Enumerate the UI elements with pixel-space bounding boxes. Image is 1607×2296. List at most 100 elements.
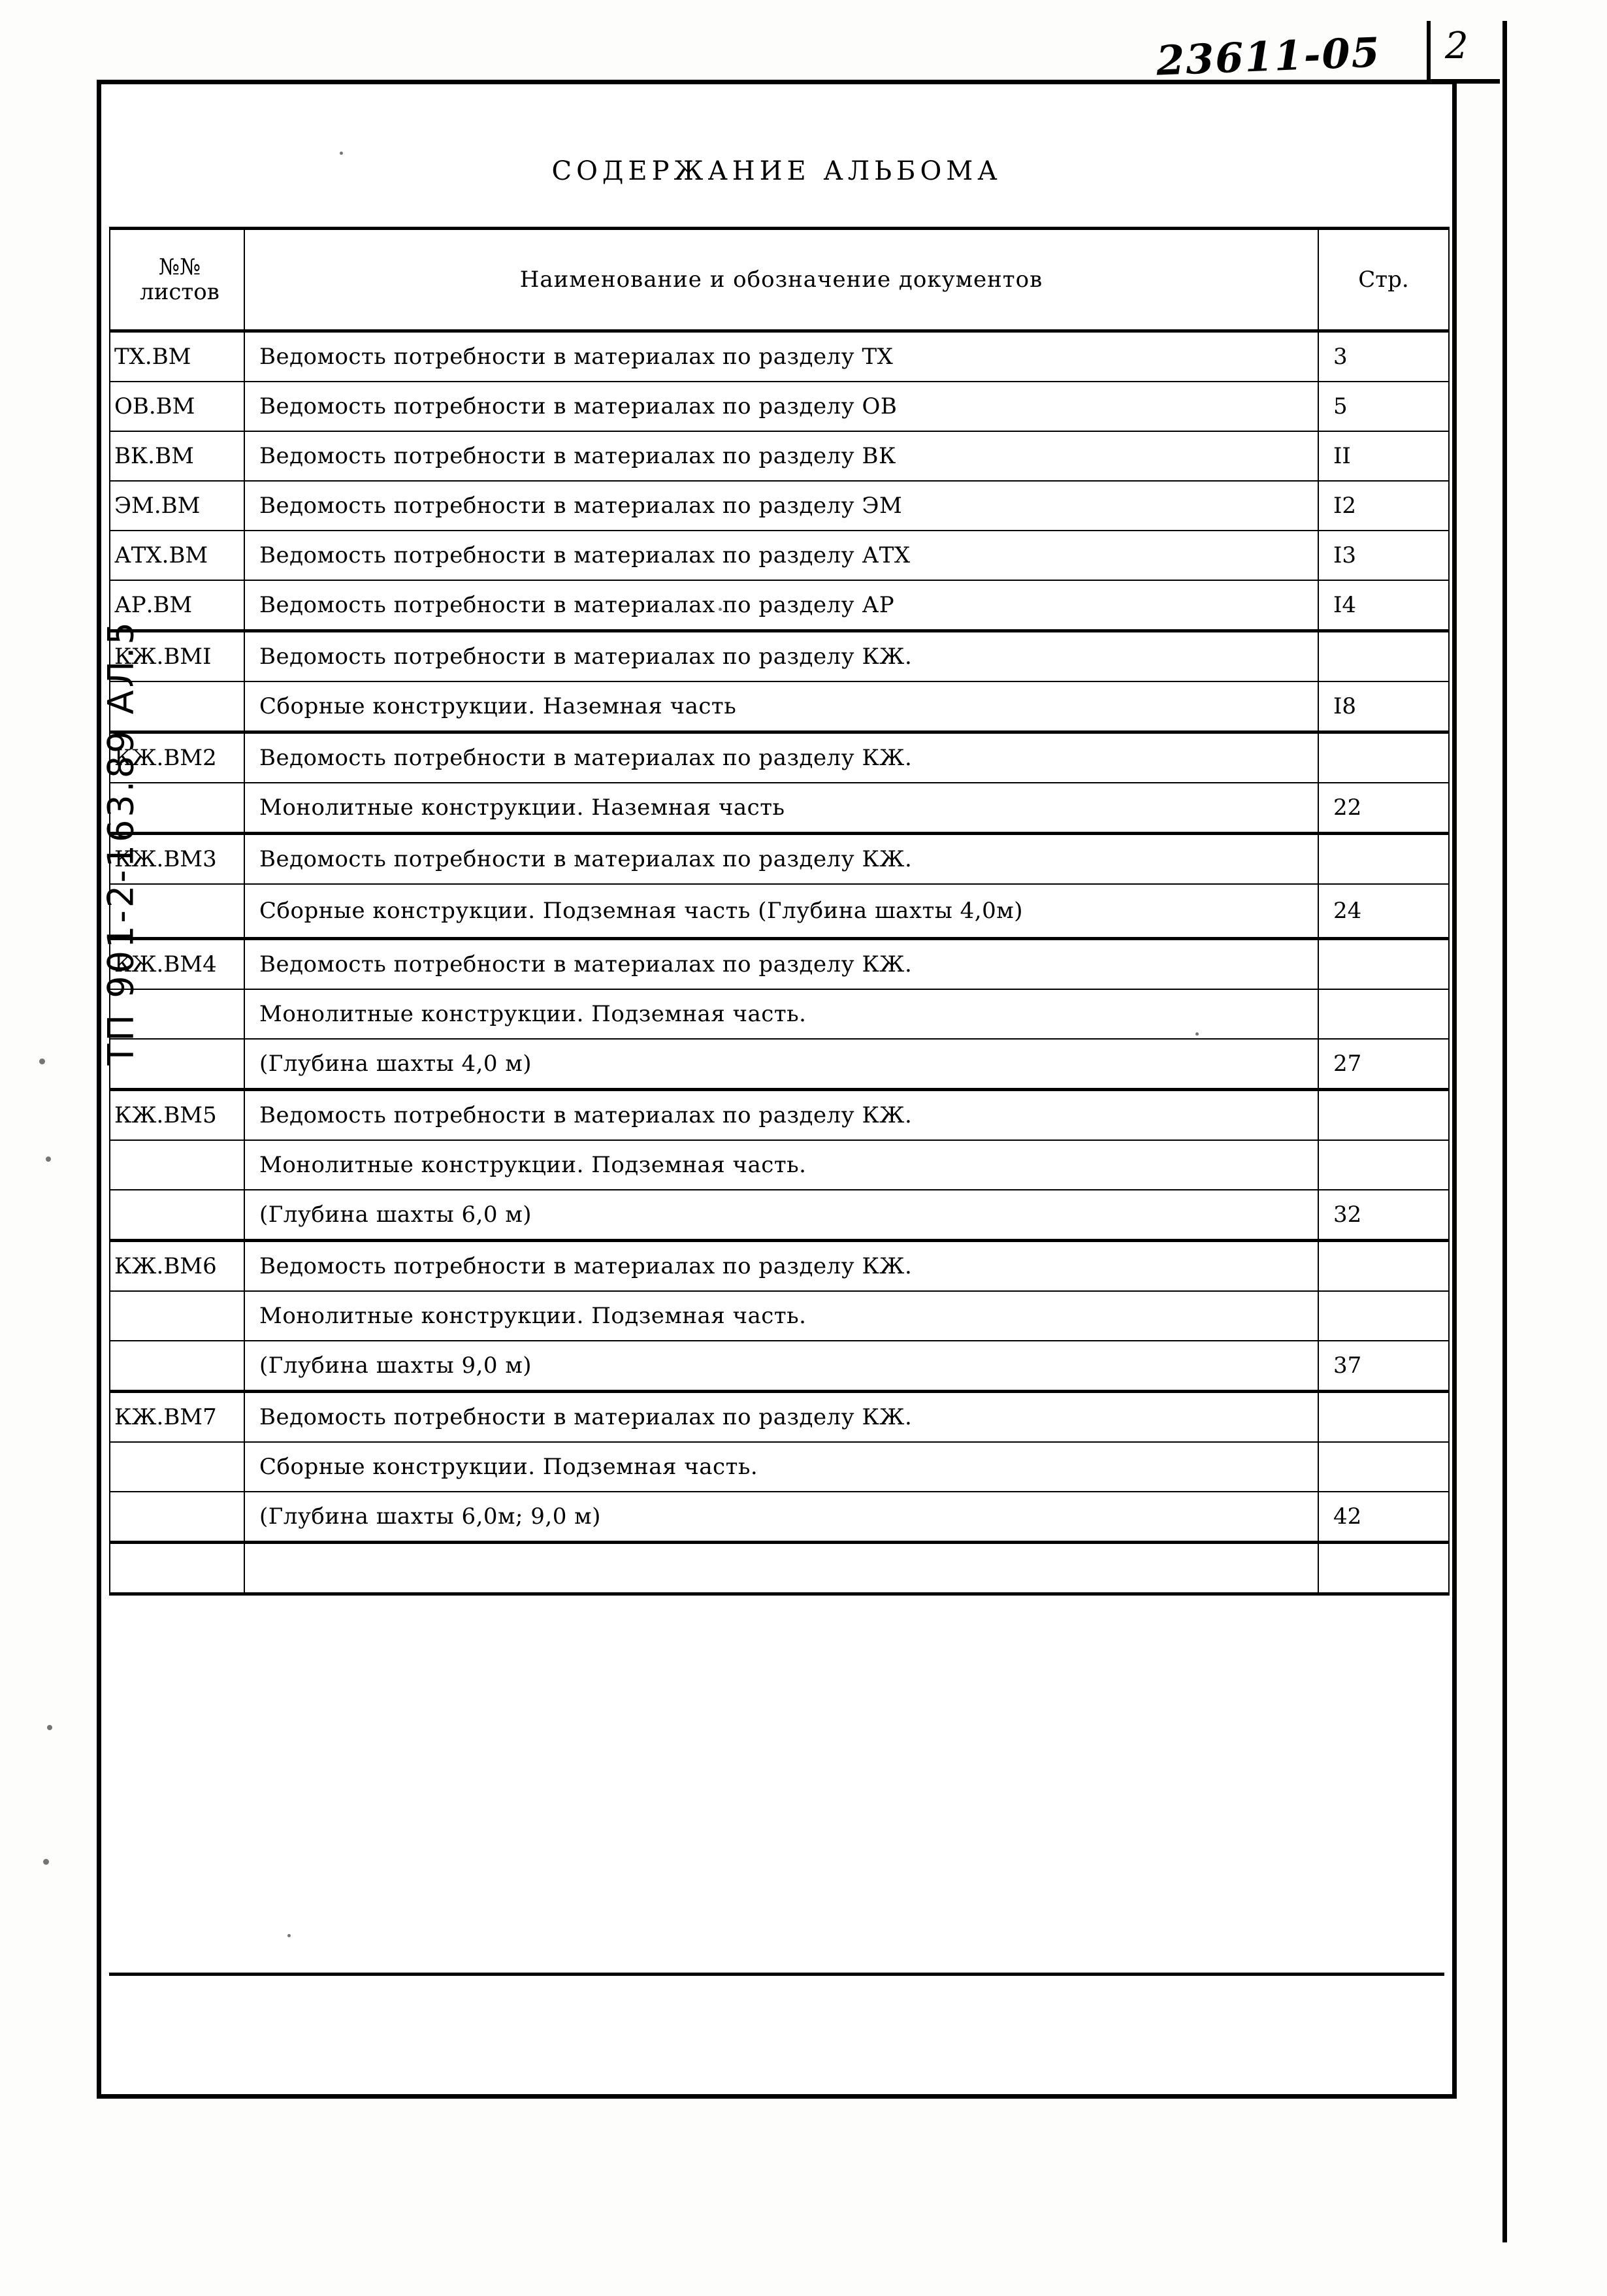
cell-document-name: Ведомость потребности в материалах по ра… xyxy=(244,330,1319,382)
table-row: ВК.ВМ Ведомость потребности в материалах … xyxy=(109,431,1450,482)
table-row: КЖ.ВМ6 Ведомость потребности в материалах… xyxy=(109,1239,1450,1292)
cell-document-name: Ведомость потребности в материалах по ра… xyxy=(244,480,1319,531)
scan-speck xyxy=(46,1156,51,1162)
cell-document-name: (Глубина шахты 9,0 м) xyxy=(244,1340,1319,1393)
column-header-name: Наименование и обозначение документов xyxy=(244,227,1319,333)
cell-document-name: Ведомость потребности в материалах по ра… xyxy=(244,1239,1319,1292)
cell-page-number: 22 xyxy=(1318,782,1450,835)
cell-sheet-number: КЖ.ВМ4 xyxy=(109,938,245,990)
table-row: Сборные конструкции. Подземная часть (Гл… xyxy=(109,883,1450,940)
cell-page-number xyxy=(1318,731,1450,783)
cell-document-name: Ведомость потребности в материалах по ра… xyxy=(244,731,1319,783)
cell-page-number xyxy=(1318,1239,1450,1292)
cell-sheet-number xyxy=(109,1140,245,1190)
cell-page-number xyxy=(1318,1541,1450,1596)
cell-document-name: Монолитные конструкции. Подземная часть. xyxy=(244,1140,1319,1190)
cell-page-number xyxy=(1318,1441,1450,1492)
cell-sheet-number xyxy=(109,1491,245,1544)
cell-sheet-number: ЭМ.ВМ xyxy=(109,480,245,531)
cell-document-name: Монолитные конструкции. Наземная часть xyxy=(244,782,1319,835)
cell-page-number xyxy=(1318,630,1450,682)
cell-sheet-number: КЖ.ВМ2 xyxy=(109,731,245,783)
table-row: (Глубина шахты 4,0 м) 27 xyxy=(109,1038,1450,1091)
column-header-sheets-line2: листов xyxy=(140,279,219,305)
scan-speck xyxy=(47,1725,52,1730)
cell-page-number: I8 xyxy=(1318,681,1450,734)
column-header-sheets: №№ листов xyxy=(109,227,245,333)
cell-sheet-number: КЖ.ВМ3 xyxy=(109,832,245,885)
page-number: 2 xyxy=(1445,25,1469,67)
cell-sheet-number: АР.ВМ xyxy=(109,580,245,632)
cell-page-number: 27 xyxy=(1318,1038,1450,1091)
scan-speck xyxy=(960,281,964,285)
table-row: Сборные конструкции. Наземная часть I8 xyxy=(109,681,1450,734)
cell-page-number xyxy=(1318,1140,1450,1190)
table-row: Монолитные конструкции. Подземная часть. xyxy=(109,1290,1450,1341)
cell-document-name: Ведомость потребности в материалах по ра… xyxy=(244,1390,1319,1443)
cell-page-number xyxy=(1318,832,1450,885)
scan-speck xyxy=(39,1058,45,1064)
cell-sheet-number: ВК.ВМ xyxy=(109,431,245,482)
table-row: ОВ.ВМ Ведомость потребности в материалах … xyxy=(109,381,1450,432)
cell-document-name: Ведомость потребности в материалах по ра… xyxy=(244,1089,1319,1141)
scan-speck xyxy=(719,608,722,611)
page-title: СОДЕРЖАНИЕ АЛЬБОМА xyxy=(551,156,1002,186)
cell-sheet-number xyxy=(109,681,245,734)
cell-document-name: Ведомость потребности в материалах по ра… xyxy=(244,381,1319,432)
cell-sheet-number xyxy=(109,883,245,940)
cell-sheet-number xyxy=(109,1441,245,1492)
cell-document-name: Сборные конструкции. Подземная часть. xyxy=(244,1441,1319,1492)
table-row: АТХ.ВМ Ведомость потребности в материалах… xyxy=(109,530,1450,581)
cell-document-name: Ведомость потребности в материалах по ра… xyxy=(244,580,1319,632)
scan-speck xyxy=(1195,1032,1199,1036)
cell-page-number: I4 xyxy=(1318,580,1450,632)
archive-number-handwritten: 23611-05 xyxy=(1155,28,1382,85)
cell-document-name: (Глубина шахты 6,0м; 9,0 м) xyxy=(244,1491,1319,1544)
cell-document-name: Сборные конструкции. Подземная часть (Гл… xyxy=(244,883,1319,940)
cell-sheet-number xyxy=(109,1038,245,1091)
table-row: КЖ.ВМ2 Ведомость потребности в материалах… xyxy=(109,731,1450,783)
cell-document-name: Монолитные конструкции. Подземная часть. xyxy=(244,989,1319,1040)
cell-page-number xyxy=(1318,1390,1450,1443)
cell-sheet-number xyxy=(109,989,245,1040)
sheet-outer-right-rule xyxy=(1502,21,1507,2242)
table-header-row: №№ листов Наименование и обозначение док… xyxy=(109,227,1450,333)
cell-page-number: 32 xyxy=(1318,1189,1450,1242)
cell-sheet-number: ОВ.ВМ xyxy=(109,381,245,432)
scan-speck xyxy=(43,1859,49,1865)
cell-sheet-number: АТХ.ВМ xyxy=(109,530,245,581)
cell-sheet-number: КЖ.ВМ6 xyxy=(109,1239,245,1292)
cell-document-name: (Глубина шахты 4,0 м) xyxy=(244,1038,1319,1091)
page-number-box: 2 xyxy=(1427,21,1500,84)
table-row: (Глубина шахты 9,0 м) 37 xyxy=(109,1340,1450,1393)
cell-document-name: Ведомость потребности в материалах по ра… xyxy=(244,630,1319,682)
cell-sheet-number: КЖ.ВМ5 xyxy=(109,1089,245,1141)
table-row: (Глубина шахты 6,0 м) 32 xyxy=(109,1189,1450,1242)
table-row: ТХ.ВМ Ведомость потребности в материалах … xyxy=(109,330,1450,382)
cell-document-name: Ведомость потребности в материалах по ра… xyxy=(244,530,1319,581)
cell-page-number: II xyxy=(1318,431,1450,482)
cell-page-number xyxy=(1318,938,1450,990)
column-header-sheets-line1: №№ xyxy=(158,254,201,280)
table-row: Монолитные конструкции. Наземная часть 22 xyxy=(109,782,1450,835)
table-row: КЖ.ВМ3 Ведомость потребности в материалах… xyxy=(109,832,1450,885)
cell-document-name xyxy=(244,1541,1319,1596)
contents-table: №№ листов Наименование и обозначение док… xyxy=(109,227,1450,1596)
cell-sheet-number: КЖ.ВМ7 xyxy=(109,1390,245,1443)
table-row: КЖ.ВМ7 Ведомость потребности в материалах… xyxy=(109,1390,1450,1443)
cell-page-number: 3 xyxy=(1318,330,1450,382)
cell-sheet-number: ТХ.ВМ xyxy=(109,330,245,382)
cell-page-number: I3 xyxy=(1318,530,1450,581)
table-row: Сборные конструкции. Подземная часть. xyxy=(109,1441,1450,1492)
table-body: ТХ.ВМ Ведомость потребности в материалах … xyxy=(109,330,1450,1596)
cell-sheet-number xyxy=(109,782,245,835)
table-row: АР.ВМ Ведомость потребности в материалах … xyxy=(109,580,1450,632)
cell-sheet-number xyxy=(109,1340,245,1393)
cell-sheet-number xyxy=(109,1290,245,1341)
column-header-page: Стр. xyxy=(1318,227,1450,333)
table-row: (Глубина шахты 6,0м; 9,0 м) 42 xyxy=(109,1491,1450,1544)
cell-page-number xyxy=(1318,1089,1450,1141)
cell-document-name: Монолитные конструкции. Подземная часть. xyxy=(244,1290,1319,1341)
cell-sheet-number xyxy=(109,1189,245,1242)
